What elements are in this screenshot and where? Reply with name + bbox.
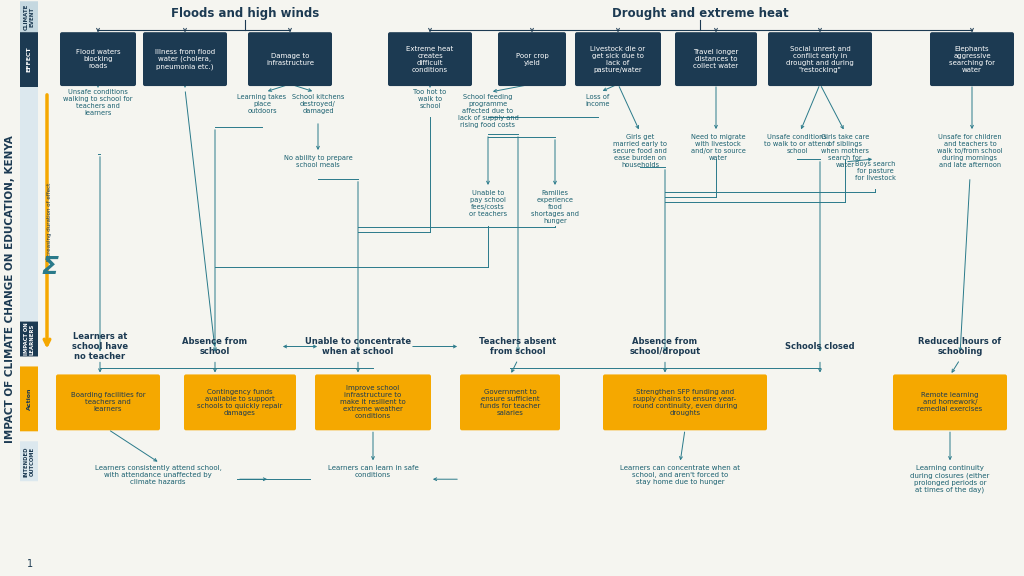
Text: Learning continuity
during closures (either
prolonged periods or
at times of the: Learning continuity during closures (eit… bbox=[910, 465, 989, 493]
Text: Too hot to
walk to
school: Too hot to walk to school bbox=[414, 89, 446, 109]
Text: IMPACT ON
LEARNERS: IMPACT ON LEARNERS bbox=[24, 323, 35, 355]
Text: Poor crop
yield: Poor crop yield bbox=[516, 52, 549, 66]
Text: Unsafe for children
and teachers to
walk to/from school
during mornings
and late: Unsafe for children and teachers to walk… bbox=[937, 134, 1002, 168]
Text: INTENDED
OUTCOME: INTENDED OUTCOME bbox=[24, 446, 35, 476]
FancyBboxPatch shape bbox=[143, 32, 227, 86]
FancyBboxPatch shape bbox=[575, 32, 662, 86]
Text: Floods and high winds: Floods and high winds bbox=[171, 7, 319, 20]
Text: Damage to
infrastructure: Damage to infrastructure bbox=[266, 52, 314, 66]
Text: Travel longer
distances to
collect water: Travel longer distances to collect water bbox=[693, 49, 738, 69]
Text: Drought and extreme heat: Drought and extreme heat bbox=[611, 7, 788, 20]
FancyBboxPatch shape bbox=[498, 32, 566, 86]
Text: Girls get
married early to
secure food and
ease burden on
households: Girls get married early to secure food a… bbox=[613, 134, 667, 168]
Text: Teachers absent
from school: Teachers absent from school bbox=[479, 337, 557, 356]
Text: Government to
ensure sufficient
funds for teacher
salaries: Government to ensure sufficient funds fo… bbox=[480, 389, 541, 416]
Text: Extreme heat
creates
difficult
conditions: Extreme heat creates difficult condition… bbox=[407, 46, 454, 73]
FancyBboxPatch shape bbox=[893, 374, 1007, 430]
Text: Families
experience
food
shortages and
hunger: Families experience food shortages and h… bbox=[531, 190, 579, 224]
Text: Boarding facilities for
teachers and
learners: Boarding facilities for teachers and lea… bbox=[71, 392, 145, 412]
FancyBboxPatch shape bbox=[20, 32, 38, 87]
FancyBboxPatch shape bbox=[20, 321, 38, 357]
FancyBboxPatch shape bbox=[56, 374, 160, 430]
FancyBboxPatch shape bbox=[768, 32, 872, 86]
Text: Increasing duration of effect: Increasing duration of effect bbox=[46, 183, 51, 261]
Text: Illness from flood
water (cholera,
pneumonia etc.): Illness from flood water (cholera, pneum… bbox=[155, 48, 215, 70]
FancyBboxPatch shape bbox=[603, 374, 767, 430]
Text: Reduced hours of
schooling: Reduced hours of schooling bbox=[919, 337, 1001, 356]
Text: Action: Action bbox=[27, 388, 32, 410]
FancyBboxPatch shape bbox=[20, 441, 38, 481]
Text: Boys search
for pasture
for livestock: Boys search for pasture for livestock bbox=[855, 161, 895, 181]
Text: Improve school
infrastructure to
make it resilient to
extreme weather
conditions: Improve school infrastructure to make it… bbox=[340, 385, 406, 419]
Text: Learners consistently attend school,
with attendance unaffected by
climate hazar: Learners consistently attend school, wit… bbox=[94, 465, 221, 485]
Text: Learning takes
place
outdoors: Learning takes place outdoors bbox=[238, 94, 287, 114]
Text: Unsafe conditions
walking to school for
teachers and
learners: Unsafe conditions walking to school for … bbox=[63, 89, 133, 116]
FancyBboxPatch shape bbox=[20, 87, 38, 321]
Text: IMPACT OF CLIMATE CHANGE ON EDUCATION, KENYA: IMPACT OF CLIMATE CHANGE ON EDUCATION, K… bbox=[5, 135, 15, 442]
Text: School kitchens
destroyed/
damaged: School kitchens destroyed/ damaged bbox=[292, 94, 344, 114]
Text: Livestock die or
get sick due to
lack of
pasture/water: Livestock die or get sick due to lack of… bbox=[591, 46, 645, 73]
FancyBboxPatch shape bbox=[460, 374, 560, 430]
Text: Learners can concentrate when at
school, and aren't forced to
stay home due to h: Learners can concentrate when at school,… bbox=[620, 465, 740, 485]
Text: Unable to
pay school
fees/costs
or teachers: Unable to pay school fees/costs or teach… bbox=[469, 190, 507, 217]
FancyBboxPatch shape bbox=[60, 32, 136, 86]
Text: Schools closed: Schools closed bbox=[785, 342, 855, 351]
Text: Social unrest and
conflict early in
drought and during
"restocking": Social unrest and conflict early in drou… bbox=[786, 46, 854, 73]
Text: Loss of
income: Loss of income bbox=[586, 94, 610, 107]
Text: EFFECT: EFFECT bbox=[27, 47, 32, 73]
Text: Absence from
school/dropout: Absence from school/dropout bbox=[630, 337, 700, 356]
Text: Remote learning
and homework/
remedial exercises: Remote learning and homework/ remedial e… bbox=[918, 392, 983, 412]
Text: Need to migrate
with livestock
and/or to source
water: Need to migrate with livestock and/or to… bbox=[690, 134, 745, 161]
Text: School feeding
programme
affected due to
lack of supply and
rising food costs: School feeding programme affected due to… bbox=[458, 94, 518, 128]
FancyBboxPatch shape bbox=[184, 374, 296, 430]
FancyBboxPatch shape bbox=[675, 32, 757, 86]
FancyBboxPatch shape bbox=[20, 1, 38, 32]
Text: Girls take care
of siblings
when mothers
search for
water: Girls take care of siblings when mothers… bbox=[821, 134, 869, 168]
Text: Σ: Σ bbox=[41, 255, 58, 279]
Text: No ability to prepare
school meals: No ability to prepare school meals bbox=[284, 155, 352, 168]
Text: CLIMATE
EVENT: CLIMATE EVENT bbox=[24, 3, 35, 30]
FancyBboxPatch shape bbox=[248, 32, 332, 86]
FancyBboxPatch shape bbox=[315, 374, 431, 430]
FancyBboxPatch shape bbox=[388, 32, 472, 86]
Text: Learners at
school have
no teacher: Learners at school have no teacher bbox=[72, 332, 128, 361]
Text: Contingency funds
available to support
schools to quickly repair
damages: Contingency funds available to support s… bbox=[198, 389, 283, 416]
Text: Unsafe conditions
to walk to or attend
school: Unsafe conditions to walk to or attend s… bbox=[764, 134, 830, 154]
Text: Strengthen SFP funding and
supply chains to ensure year-
round continuity, even : Strengthen SFP funding and supply chains… bbox=[633, 389, 737, 416]
Text: Unable to concentrate
when at school: Unable to concentrate when at school bbox=[305, 337, 411, 356]
Text: Learners can learn in safe
conditions: Learners can learn in safe conditions bbox=[328, 465, 419, 478]
FancyBboxPatch shape bbox=[930, 32, 1014, 86]
Text: Elephants
aggressive
searching for
water: Elephants aggressive searching for water bbox=[949, 46, 995, 73]
Text: Flood waters
blocking
roads: Flood waters blocking roads bbox=[76, 49, 120, 69]
Text: Absence from
school: Absence from school bbox=[182, 337, 248, 356]
Text: 1: 1 bbox=[27, 559, 33, 569]
FancyBboxPatch shape bbox=[20, 366, 38, 431]
